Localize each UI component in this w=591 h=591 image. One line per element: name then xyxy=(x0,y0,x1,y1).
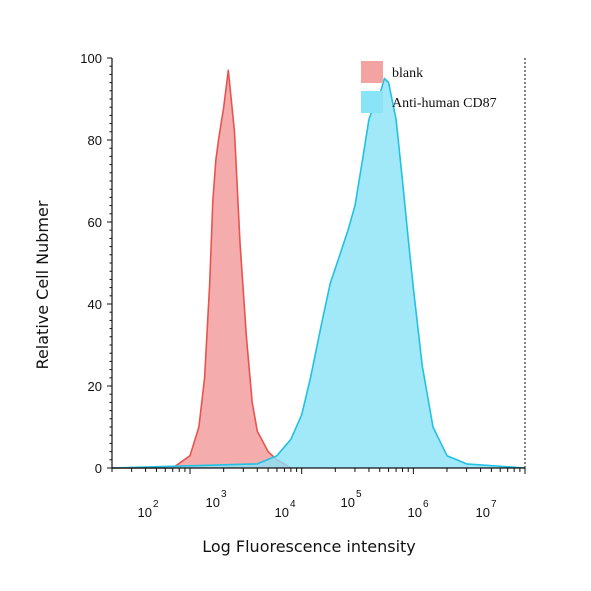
y-tick-label: 60 xyxy=(88,215,102,230)
y-tick-label: 20 xyxy=(88,379,102,394)
y-tick-label: 40 xyxy=(88,297,102,312)
x-tick-label: 106 xyxy=(407,499,428,520)
legend-label-blank: blank xyxy=(392,66,423,81)
x-tick-label: 103 xyxy=(205,489,226,510)
axes-layer: 0 20 40 60 80 100 102 103 104 105 106 107 xyxy=(80,51,526,520)
series-area-anti-human-cd87 xyxy=(112,78,525,468)
series-line-blank xyxy=(112,69,292,469)
legend-label-anti-human-cd87: Anti-human CD87 xyxy=(392,96,497,111)
x-tick-label: 105 xyxy=(340,489,361,510)
y-tick-label: 0 xyxy=(95,461,102,476)
x-tick-label: 104 xyxy=(274,499,295,520)
legend-swatch-anti-human-cd87 xyxy=(361,91,383,113)
y-tick-label: 80 xyxy=(88,133,102,148)
y-axis-title: Relative Cell Nubmer xyxy=(33,200,52,369)
legend-swatch-blank xyxy=(361,61,383,83)
x-tick-label: 102 xyxy=(137,499,158,520)
series-layer xyxy=(111,69,526,469)
x-axis-title: Log Fluorescence intensity xyxy=(202,537,416,556)
x-tick-label: 107 xyxy=(475,499,496,520)
y-tick-label: 100 xyxy=(80,51,102,66)
legend: blank Anti-human CD87 xyxy=(361,61,497,113)
series-area-blank xyxy=(112,70,291,469)
